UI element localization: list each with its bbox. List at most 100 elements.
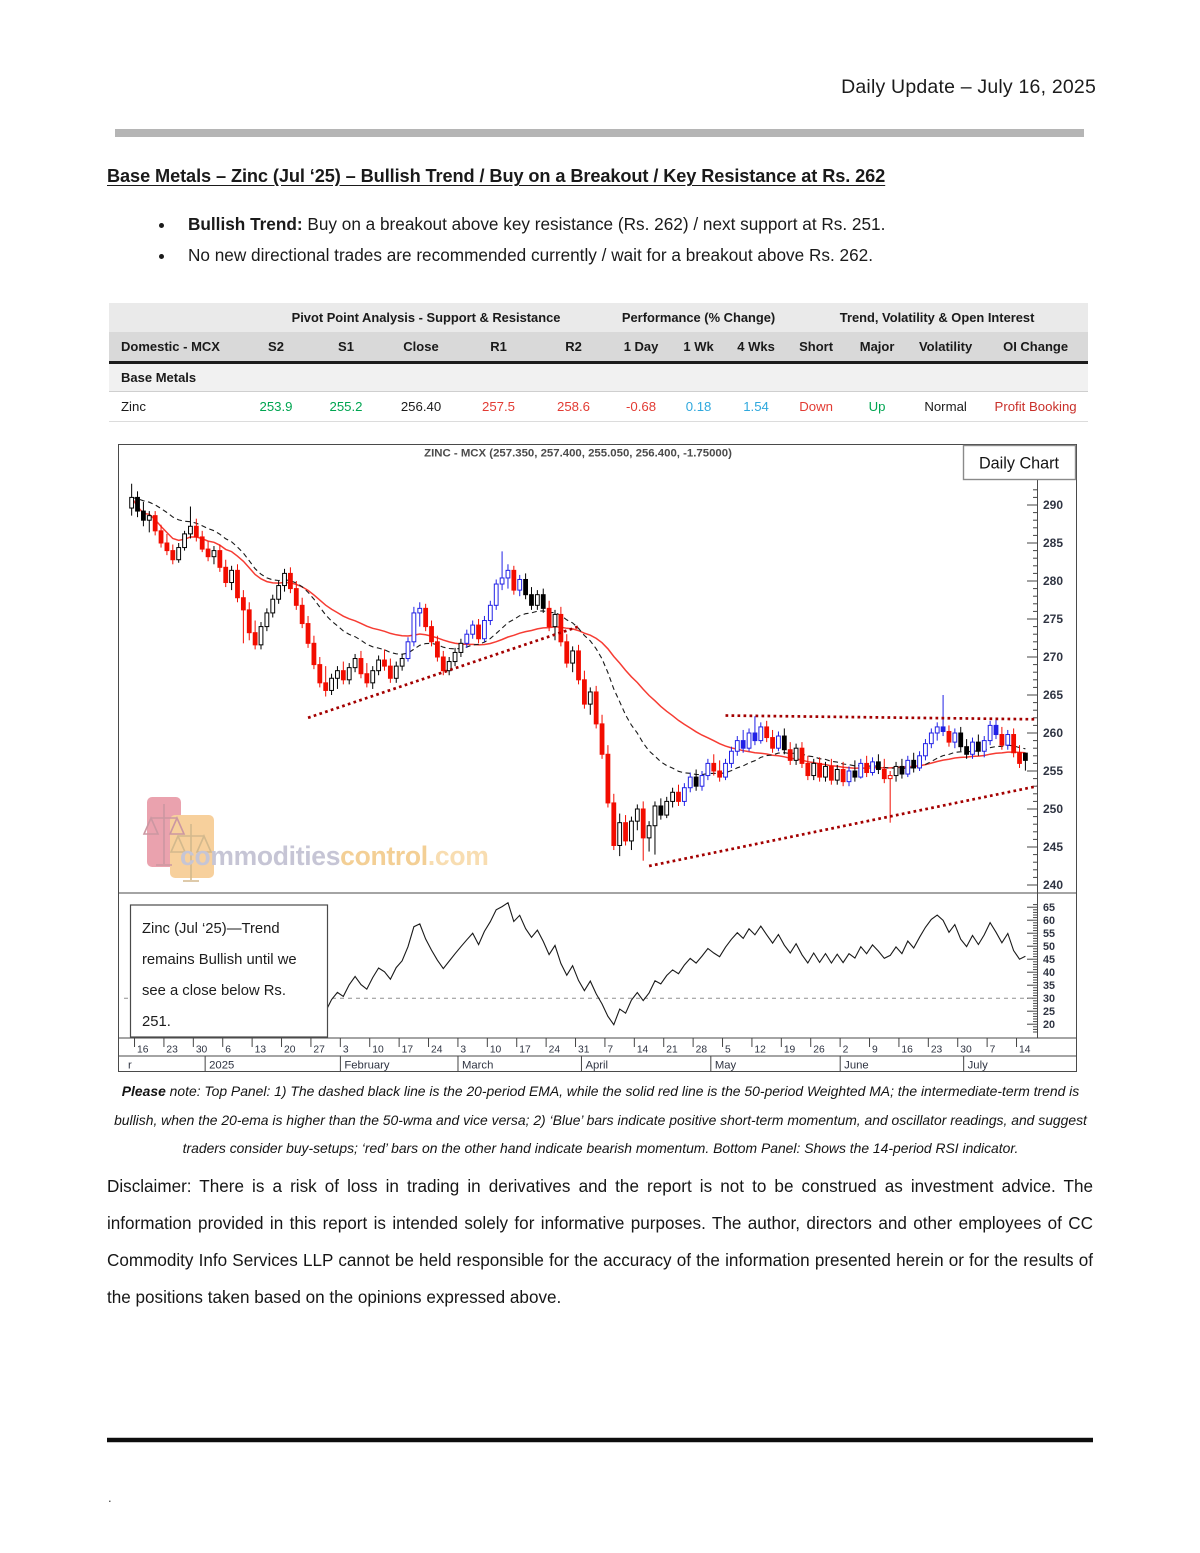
chart-footnote: Please note: Top Panel: 1) The dashed bl… bbox=[104, 1077, 1097, 1163]
table-row: Zinc 253.9 255.2 256.40 257.5 258.6 -0.68 0.18 1… bbox=[109, 391, 1089, 422]
annotation-line: Zinc (Jul ‘25)—Trend bbox=[142, 921, 280, 937]
svg-text:20: 20 bbox=[284, 1045, 296, 1056]
svg-text:12: 12 bbox=[754, 1045, 766, 1056]
table-column-header: OI Change bbox=[983, 332, 1089, 364]
time-axis: 16 23 30 6 13 20 27 3 10 17 24 3 10 17 24 31 7 14 21 28 5 12 1… bbox=[128, 1038, 1031, 1072]
svg-text:65: 65 bbox=[1043, 902, 1055, 914]
svg-text:275: 275 bbox=[1043, 612, 1063, 626]
table-column-header: Major bbox=[846, 332, 909, 364]
svg-text:r: r bbox=[128, 1060, 132, 1072]
table-group-header: Trend, Volatility & Open Interest bbox=[786, 303, 1089, 332]
header-divider bbox=[115, 129, 1084, 137]
bullet-item: Bullish Trend: Buy on a breakout above k… bbox=[176, 214, 1126, 235]
watermark-logo-block bbox=[170, 815, 214, 878]
svg-text:30: 30 bbox=[1043, 993, 1055, 1005]
table-column-header: 4 Wks bbox=[726, 332, 787, 364]
trendline-resistance-262 bbox=[725, 714, 1038, 721]
daily-price-chart: commoditiescontrol.com 240 245 250 255 260 265… bbox=[118, 444, 1077, 1072]
trendline-rising-support bbox=[648, 784, 1038, 868]
svg-text:6: 6 bbox=[225, 1045, 231, 1056]
svg-text:3: 3 bbox=[460, 1045, 466, 1056]
svg-text:7: 7 bbox=[990, 1045, 996, 1056]
svg-text:260: 260 bbox=[1043, 726, 1063, 740]
annotation-line: remains Bullish until we bbox=[142, 952, 297, 968]
bullet-item: No new directional trades are recommende… bbox=[176, 245, 1126, 266]
svg-text:19: 19 bbox=[784, 1045, 796, 1056]
svg-text:February: February bbox=[344, 1060, 390, 1072]
svg-text:April: April bbox=[585, 1060, 608, 1072]
svg-text:31: 31 bbox=[578, 1045, 590, 1056]
svg-text:2: 2 bbox=[843, 1045, 849, 1056]
table-cell: 255.2 bbox=[311, 391, 381, 422]
candlestick-plot bbox=[129, 483, 1028, 861]
svg-text:28: 28 bbox=[696, 1045, 708, 1056]
table-group-header: Pivot Point Analysis - Support & Resista… bbox=[241, 303, 612, 332]
table-cell: Up bbox=[846, 391, 909, 422]
chart-title: ZINC - MCX (257.350, 257.400, 255.050, 2… bbox=[424, 448, 732, 460]
svg-text:March: March bbox=[462, 1060, 493, 1072]
table-group-header: Performance (% Change) bbox=[611, 303, 787, 332]
svg-text:26: 26 bbox=[813, 1045, 825, 1056]
svg-text:250: 250 bbox=[1043, 802, 1063, 816]
footnote-text: note: Top Panel: 1) The dashed black lin… bbox=[114, 1083, 1087, 1156]
svg-text:14: 14 bbox=[1019, 1045, 1031, 1056]
svg-text:9: 9 bbox=[872, 1045, 878, 1056]
table-cell: Profit Booking bbox=[983, 391, 1089, 422]
svg-text:3: 3 bbox=[343, 1045, 349, 1056]
footnote-bold-lead: Please bbox=[121, 1083, 166, 1099]
svg-text:40: 40 bbox=[1043, 967, 1055, 979]
watermark: commoditiescontrol.com bbox=[142, 797, 489, 882]
pivot-table: Pivot Point Analysis - Support & Resista… bbox=[109, 303, 1089, 422]
table-column-header: 1 Wk bbox=[671, 332, 727, 364]
svg-text:23: 23 bbox=[931, 1045, 943, 1056]
svg-text:16: 16 bbox=[901, 1045, 913, 1056]
pivot-analysis-table: Pivot Point Analysis - Support & Resista… bbox=[109, 303, 1089, 422]
svg-text:24: 24 bbox=[431, 1045, 443, 1056]
svg-text:17: 17 bbox=[402, 1045, 414, 1056]
svg-text:24: 24 bbox=[549, 1045, 561, 1056]
svg-text:17: 17 bbox=[519, 1045, 531, 1056]
table-cell: 0.18 bbox=[671, 391, 727, 422]
svg-text:45: 45 bbox=[1043, 954, 1055, 966]
table-group-header bbox=[109, 303, 241, 332]
svg-text:245: 245 bbox=[1043, 840, 1063, 854]
ema20-line bbox=[131, 496, 1026, 776]
table-column-header: S2 bbox=[241, 332, 311, 364]
svg-text:2025: 2025 bbox=[209, 1060, 234, 1072]
table-cell: 258.6 bbox=[536, 391, 612, 422]
table-column-header: R2 bbox=[536, 332, 612, 364]
svg-text:55: 55 bbox=[1043, 928, 1055, 940]
table-column-header: Short bbox=[786, 332, 847, 364]
svg-text:285: 285 bbox=[1043, 536, 1063, 550]
svg-text:5: 5 bbox=[725, 1045, 731, 1056]
table-cell: Zinc bbox=[109, 391, 241, 422]
table-cell: -0.68 bbox=[611, 391, 672, 422]
svg-text:Daily Chart: Daily Chart bbox=[979, 455, 1060, 473]
svg-text:265: 265 bbox=[1043, 688, 1063, 702]
table-cell: 1.54 bbox=[726, 391, 787, 422]
footer-dot: . bbox=[108, 1490, 112, 1505]
scales-icon bbox=[142, 804, 186, 866]
svg-text:30: 30 bbox=[196, 1045, 208, 1056]
annotation-line: 251. bbox=[142, 1014, 171, 1030]
svg-text:60: 60 bbox=[1043, 915, 1055, 927]
svg-text:10: 10 bbox=[490, 1045, 502, 1056]
svg-text:21: 21 bbox=[666, 1045, 678, 1056]
svg-text:27: 27 bbox=[313, 1045, 325, 1056]
scales-icon bbox=[169, 824, 213, 882]
svg-text:255: 255 bbox=[1043, 764, 1063, 778]
svg-text:May: May bbox=[715, 1060, 737, 1072]
table-cell: Down bbox=[786, 391, 847, 422]
header-date: Daily Update – July 16, 2025 bbox=[841, 76, 1096, 98]
svg-text:10: 10 bbox=[372, 1045, 384, 1056]
annotation-box: Zinc (Jul ‘25)—Trend remains Bullish unti… bbox=[129, 904, 329, 1038]
table-cell: 256.40 bbox=[381, 391, 461, 422]
svg-text:280: 280 bbox=[1043, 574, 1063, 588]
bottom-rule bbox=[107, 1437, 1093, 1443]
svg-text:7: 7 bbox=[607, 1045, 613, 1056]
table-column-header: R1 bbox=[461, 332, 536, 364]
table-column-header: Volatility bbox=[908, 332, 984, 364]
chart-frame bbox=[118, 444, 1077, 1072]
